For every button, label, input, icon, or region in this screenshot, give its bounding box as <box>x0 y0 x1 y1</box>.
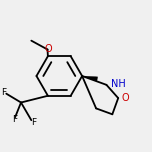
Text: F: F <box>12 115 17 124</box>
Polygon shape <box>82 76 98 81</box>
Text: F: F <box>1 88 6 97</box>
Text: F: F <box>31 118 36 127</box>
Text: O: O <box>44 44 52 54</box>
Text: O: O <box>122 93 130 103</box>
Text: NH: NH <box>111 79 126 89</box>
